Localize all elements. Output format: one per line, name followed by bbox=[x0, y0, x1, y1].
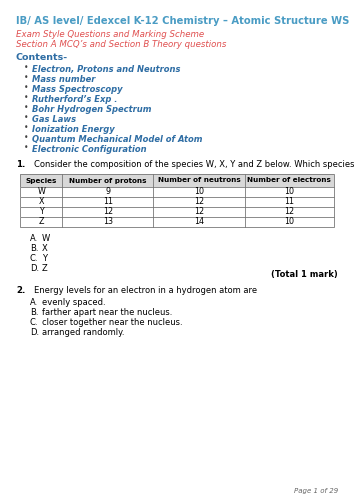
Text: Species: Species bbox=[25, 178, 57, 184]
Text: Mass Spectroscopy: Mass Spectroscopy bbox=[32, 85, 122, 94]
Text: •: • bbox=[24, 124, 29, 132]
Text: 10: 10 bbox=[284, 188, 294, 196]
Text: A.: A. bbox=[30, 298, 38, 307]
Text: Mass number: Mass number bbox=[32, 75, 95, 84]
Text: Exam Style Questions and Marking Scheme: Exam Style Questions and Marking Scheme bbox=[16, 30, 204, 39]
Text: A.: A. bbox=[30, 234, 38, 243]
Text: IB/ AS level/ Edexcel K-12 Chemistry – Atomic Structure WS: IB/ AS level/ Edexcel K-12 Chemistry – A… bbox=[16, 16, 349, 26]
Bar bbox=[20, 187, 334, 197]
Text: Number of protons: Number of protons bbox=[69, 178, 147, 184]
Text: Consider the composition of the species W, X, Y and Z below. Which species is an: Consider the composition of the species … bbox=[34, 160, 354, 169]
Text: Z: Z bbox=[39, 218, 44, 226]
Text: X: X bbox=[42, 244, 48, 253]
Text: Page 1 of 29: Page 1 of 29 bbox=[294, 488, 338, 494]
Text: •: • bbox=[24, 94, 29, 102]
Text: 14: 14 bbox=[194, 218, 204, 226]
Text: 9: 9 bbox=[105, 188, 110, 196]
Text: 11: 11 bbox=[103, 198, 113, 206]
Text: arranged randomly.: arranged randomly. bbox=[42, 328, 125, 337]
Text: Y: Y bbox=[42, 254, 47, 263]
Text: Contents-: Contents- bbox=[16, 53, 68, 62]
Bar bbox=[20, 174, 334, 187]
Text: D.: D. bbox=[30, 264, 39, 273]
Bar bbox=[20, 187, 334, 197]
Text: Z: Z bbox=[42, 264, 48, 273]
Bar bbox=[20, 197, 334, 207]
Text: W: W bbox=[37, 188, 45, 196]
Text: 11: 11 bbox=[284, 198, 294, 206]
Bar bbox=[20, 174, 334, 187]
Text: 13: 13 bbox=[103, 218, 113, 226]
Text: •: • bbox=[24, 84, 29, 92]
Text: B.: B. bbox=[30, 244, 39, 253]
Text: X: X bbox=[39, 198, 44, 206]
Text: Number of electrons: Number of electrons bbox=[247, 178, 331, 184]
Text: •: • bbox=[24, 134, 29, 142]
Text: D.: D. bbox=[30, 328, 39, 337]
Bar bbox=[20, 197, 334, 207]
Text: 12: 12 bbox=[284, 208, 294, 216]
Text: 12: 12 bbox=[194, 198, 204, 206]
Bar bbox=[20, 207, 334, 217]
Text: Bohr Hydrogen Spectrum: Bohr Hydrogen Spectrum bbox=[32, 105, 152, 114]
Text: W: W bbox=[42, 234, 50, 243]
Text: Section A MCQ’s and Section B Theory questions: Section A MCQ’s and Section B Theory que… bbox=[16, 40, 226, 49]
Text: evenly spaced.: evenly spaced. bbox=[42, 298, 105, 307]
Text: C.: C. bbox=[30, 318, 39, 327]
Text: closer together near the nucleus.: closer together near the nucleus. bbox=[42, 318, 183, 327]
Text: 10: 10 bbox=[194, 188, 204, 196]
Bar bbox=[20, 207, 334, 217]
Text: C.: C. bbox=[30, 254, 39, 263]
Text: Energy levels for an electron in a hydrogen atom are: Energy levels for an electron in a hydro… bbox=[34, 286, 257, 295]
Text: Rutherford’s Exp .: Rutherford’s Exp . bbox=[32, 95, 118, 104]
Text: (Total 1 mark): (Total 1 mark) bbox=[271, 270, 338, 279]
Text: 12: 12 bbox=[103, 208, 113, 216]
Text: Ionization Energy: Ionization Energy bbox=[32, 125, 115, 134]
Text: B.: B. bbox=[30, 308, 39, 317]
Text: Quantum Mechanical Model of Atom: Quantum Mechanical Model of Atom bbox=[32, 135, 202, 144]
Text: Gas Laws: Gas Laws bbox=[32, 115, 76, 124]
Bar bbox=[20, 217, 334, 227]
Text: •: • bbox=[24, 114, 29, 122]
Text: Electronic Configuration: Electronic Configuration bbox=[32, 145, 147, 154]
Text: 10: 10 bbox=[284, 218, 294, 226]
Bar bbox=[20, 217, 334, 227]
Text: Y: Y bbox=[39, 208, 44, 216]
Text: •: • bbox=[24, 64, 29, 72]
Text: Electron, Protons and Neutrons: Electron, Protons and Neutrons bbox=[32, 65, 181, 74]
Text: 12: 12 bbox=[194, 208, 204, 216]
Text: Number of neutrons: Number of neutrons bbox=[158, 178, 240, 184]
Text: •: • bbox=[24, 104, 29, 112]
Text: 2.: 2. bbox=[16, 286, 25, 295]
Text: •: • bbox=[24, 144, 29, 152]
Text: •: • bbox=[24, 74, 29, 82]
Text: farther apart near the nucleus.: farther apart near the nucleus. bbox=[42, 308, 172, 317]
Text: 1.: 1. bbox=[16, 160, 25, 169]
